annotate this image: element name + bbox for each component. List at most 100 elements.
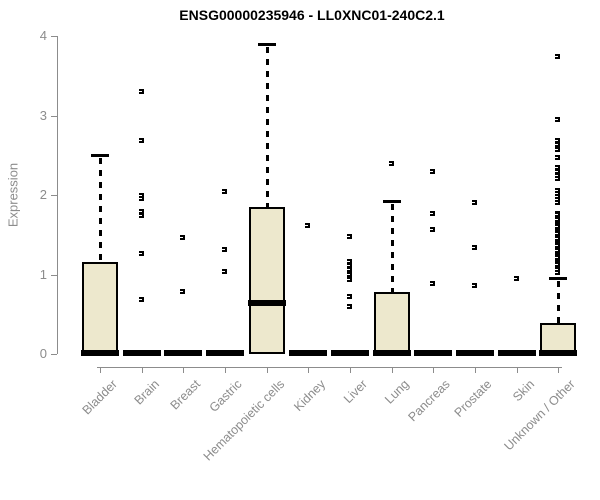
outlier-point <box>555 54 560 59</box>
y-axis-tick <box>51 116 57 117</box>
x-axis-tick <box>225 367 226 373</box>
outlier-point <box>139 213 144 218</box>
x-axis-tick <box>517 367 518 373</box>
median-line <box>81 350 119 356</box>
chart-title: ENSG00000235946 - LL0XNC01-240C2.1 <box>179 7 445 23</box>
box <box>82 262 118 354</box>
outlier-point <box>555 255 560 260</box>
median-line <box>539 350 577 356</box>
median-line <box>498 350 536 356</box>
x-tick-label: Kidney <box>290 377 328 414</box>
outlier-point <box>555 243 560 248</box>
outlier-point <box>555 231 560 236</box>
box <box>249 207 285 354</box>
outlier-point <box>555 142 560 147</box>
whisker-line <box>99 158 102 262</box>
y-axis-tick <box>51 36 57 37</box>
median-line <box>289 350 327 356</box>
outlier-point <box>139 251 144 256</box>
whisker-cap <box>383 200 401 203</box>
box <box>374 292 410 354</box>
median-line <box>206 350 244 356</box>
outlier-point <box>139 89 144 94</box>
median-line <box>123 350 161 356</box>
x-axis-tick <box>392 367 393 373</box>
x-axis-tick <box>183 367 184 373</box>
outlier-point <box>555 212 560 217</box>
outlier-point <box>472 283 477 288</box>
median-line <box>331 350 369 356</box>
outlier-point <box>347 277 352 282</box>
x-axis-tick <box>433 367 434 373</box>
outlier-point <box>347 272 352 277</box>
outlier-point <box>430 169 435 174</box>
outlier-point <box>555 262 560 267</box>
outlier-point <box>347 234 352 239</box>
outlier-point <box>555 224 560 229</box>
outlier-point <box>472 200 477 205</box>
y-tick-label: 1 <box>39 267 47 282</box>
outlier-point <box>472 245 477 250</box>
y-tick-label: 0 <box>39 346 47 361</box>
outlier-point <box>222 247 227 252</box>
median-line <box>456 350 494 356</box>
x-axis-tick <box>475 367 476 373</box>
outlier-point <box>180 289 185 294</box>
x-tick-label: Skin <box>509 377 537 405</box>
outlier-point <box>389 161 394 166</box>
outlier-point <box>347 263 352 268</box>
median-line <box>248 300 286 306</box>
whisker-line <box>557 281 560 323</box>
x-tick-label: Hematopoietic cells <box>200 377 287 464</box>
x-tick-label: Pancreas <box>405 377 453 425</box>
outlier-point <box>555 191 560 196</box>
outlier-point <box>180 235 185 240</box>
outlier-point <box>555 200 560 205</box>
outlier-point <box>347 294 352 299</box>
whisker-line <box>391 204 394 292</box>
x-axis-tick <box>350 367 351 373</box>
x-tick-label: Lung <box>382 377 412 407</box>
whisker-line <box>266 46 269 207</box>
outlier-point <box>514 276 519 281</box>
x-axis-tick <box>308 367 309 373</box>
outlier-point <box>139 138 144 143</box>
y-tick-label: 2 <box>39 187 47 202</box>
outlier-point <box>555 117 560 122</box>
y-tick-label: 3 <box>39 108 47 123</box>
outlier-point <box>139 209 144 214</box>
outlier-point <box>555 197 560 202</box>
x-axis-tick <box>100 367 101 373</box>
x-axis-line <box>97 367 562 368</box>
outlier-point <box>555 267 560 272</box>
x-tick-label: Prostate <box>452 377 495 420</box>
y-axis-tick <box>51 354 57 355</box>
outlier-point <box>555 173 560 178</box>
x-tick-label: Liver <box>340 377 370 407</box>
x-tick-label: Bladder <box>79 377 120 418</box>
outlier-point <box>555 165 560 170</box>
outlier-point <box>347 267 352 272</box>
outlier-point <box>139 196 144 201</box>
x-tick-label: Unknown / Other <box>501 377 578 454</box>
whisker-cap <box>91 154 109 157</box>
outlier-point <box>347 259 352 264</box>
x-tick-label: Gastric <box>207 377 245 415</box>
outlier-point <box>555 194 560 199</box>
outlier-point <box>555 155 560 160</box>
y-axis-tick <box>51 275 57 276</box>
outlier-point <box>222 189 227 194</box>
y-axis-tick <box>51 195 57 196</box>
outlier-point <box>555 138 560 143</box>
y-axis-line <box>57 36 58 354</box>
median-line <box>373 350 411 356</box>
outlier-point <box>139 297 144 302</box>
x-axis-tick <box>142 367 143 373</box>
outlier-point <box>139 193 144 198</box>
y-tick-label: 4 <box>39 28 47 43</box>
x-axis-tick <box>558 367 559 373</box>
median-line <box>164 350 202 356</box>
outlier-point <box>347 304 352 309</box>
outlier-point <box>430 211 435 216</box>
